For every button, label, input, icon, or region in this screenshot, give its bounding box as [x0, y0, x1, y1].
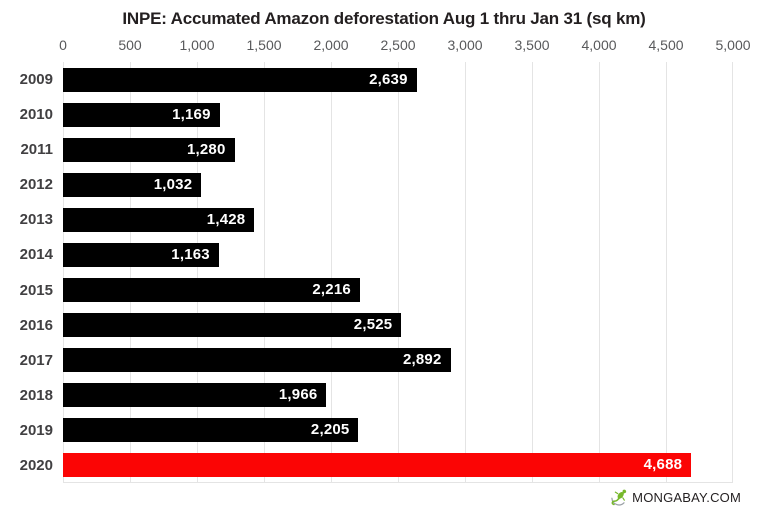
y-axis-label: 2018 [19, 386, 53, 404]
x-tick-label: 2,000 [313, 37, 349, 53]
bar-2011: 1,280 [63, 137, 235, 162]
y-axis-labels: 2009 2010 2011 2012 2013 2014 2015 2016 2017 2018… [0, 62, 53, 483]
bar-row: 4,688 [63, 447, 733, 482]
bar-2015: 2,216 [63, 277, 360, 302]
y-axis-label: 2013 [19, 211, 53, 229]
bar-2019: 2,205 [63, 417, 359, 442]
bar-row: 2,639 [63, 62, 733, 97]
brand-footer: MONGABAY.COM [609, 487, 741, 507]
bar-value-label: 2,525 [353, 316, 393, 333]
x-tick-label: 0 [59, 37, 67, 53]
x-tick-label: 1,500 [246, 37, 282, 53]
bar-2009: 2,639 [63, 67, 417, 92]
x-tick-label: 1,000 [179, 37, 215, 53]
brand-text: MONGABAY.COM [632, 489, 741, 505]
bar-value-label: 1,032 [153, 176, 193, 193]
x-tick-label: 500 [118, 37, 142, 53]
bar-row: 2,216 [63, 272, 733, 307]
bar-2010: 1,169 [63, 102, 220, 127]
bar-2012: 1,032 [63, 172, 202, 197]
bar-row: 1,428 [63, 202, 733, 237]
y-axis-label: 2015 [19, 281, 53, 299]
gridline [63, 62, 64, 482]
y-axis-label: 2020 [19, 456, 53, 474]
bar-value-label: 2,205 [310, 421, 350, 438]
bar-value-label: 2,639 [369, 71, 408, 88]
bar-value-label: 1,428 [206, 211, 246, 228]
bar-value-label: 1,966 [278, 386, 318, 403]
bar-2018: 1,966 [63, 382, 327, 407]
y-axis-label: 2016 [19, 316, 53, 334]
bar-2013: 1,428 [63, 207, 255, 232]
x-tick-label: 4,500 [648, 37, 684, 53]
bar-value-label: 2,892 [402, 351, 442, 368]
x-axis-ticks: 0 500 1,000 1,500 2,000 2,500 3,000 3,500 4,000 4… [59, 37, 750, 53]
bar-value-label: 1,280 [186, 141, 226, 158]
y-axis-label: 2011 [20, 141, 53, 159]
mongabay-gecko-icon [609, 487, 629, 507]
y-axis-label: 2009 [19, 71, 53, 89]
bars: 2,639 1,169 1,280 1,032 1,428 1,163 2,216 2,525… [63, 62, 733, 482]
y-axis-label: 2019 [19, 421, 53, 439]
gridline [197, 62, 198, 482]
gridlines [63, 62, 733, 482]
gridline [398, 62, 399, 482]
bar-2014: 1,163 [63, 242, 219, 267]
y-axis-label: 2017 [19, 351, 53, 369]
bar-row: 1,169 [63, 97, 733, 132]
bar-value-label: 1,163 [171, 246, 210, 263]
gridline [532, 62, 533, 482]
bar-row: 2,205 [63, 412, 733, 447]
gridline [465, 62, 466, 482]
bar-row: 1,032 [63, 167, 733, 202]
bar-row: 1,163 [63, 237, 733, 272]
bar-row: 1,280 [63, 132, 733, 167]
bar-value-label: 4,688 [643, 456, 683, 473]
bar-2020: 4,688 [63, 452, 692, 477]
bar-row: 1,966 [63, 377, 733, 412]
y-axis-label: 2014 [19, 246, 53, 264]
plot-area: 2,639 1,169 1,280 1,032 1,428 1,163 2,216 2,525… [63, 62, 733, 483]
gridline [331, 62, 332, 482]
x-tick-label: 3,000 [447, 37, 483, 53]
gridline [264, 62, 265, 482]
gridline [599, 62, 600, 482]
x-tick-label: 4,000 [581, 37, 617, 53]
gridline [666, 62, 667, 482]
y-axis-label: 2010 [19, 106, 53, 124]
y-axis-label: 2012 [19, 176, 53, 194]
bar-value-label: 2,216 [312, 281, 351, 298]
gridline [130, 62, 131, 482]
bar-2017: 2,892 [63, 347, 451, 372]
bar-value-label: 1,169 [172, 106, 211, 123]
gridline [732, 62, 733, 482]
x-tick-label: 3,500 [514, 37, 550, 53]
x-tick-label: 5,000 [715, 37, 751, 53]
bar-row: 2,892 [63, 342, 733, 377]
chart-title: INPE: Accumated Amazon deforestation Aug… [122, 9, 646, 28]
x-tick-label: 2,500 [380, 37, 416, 53]
bar-row: 2,525 [63, 307, 733, 342]
bar-2016: 2,525 [63, 312, 402, 337]
